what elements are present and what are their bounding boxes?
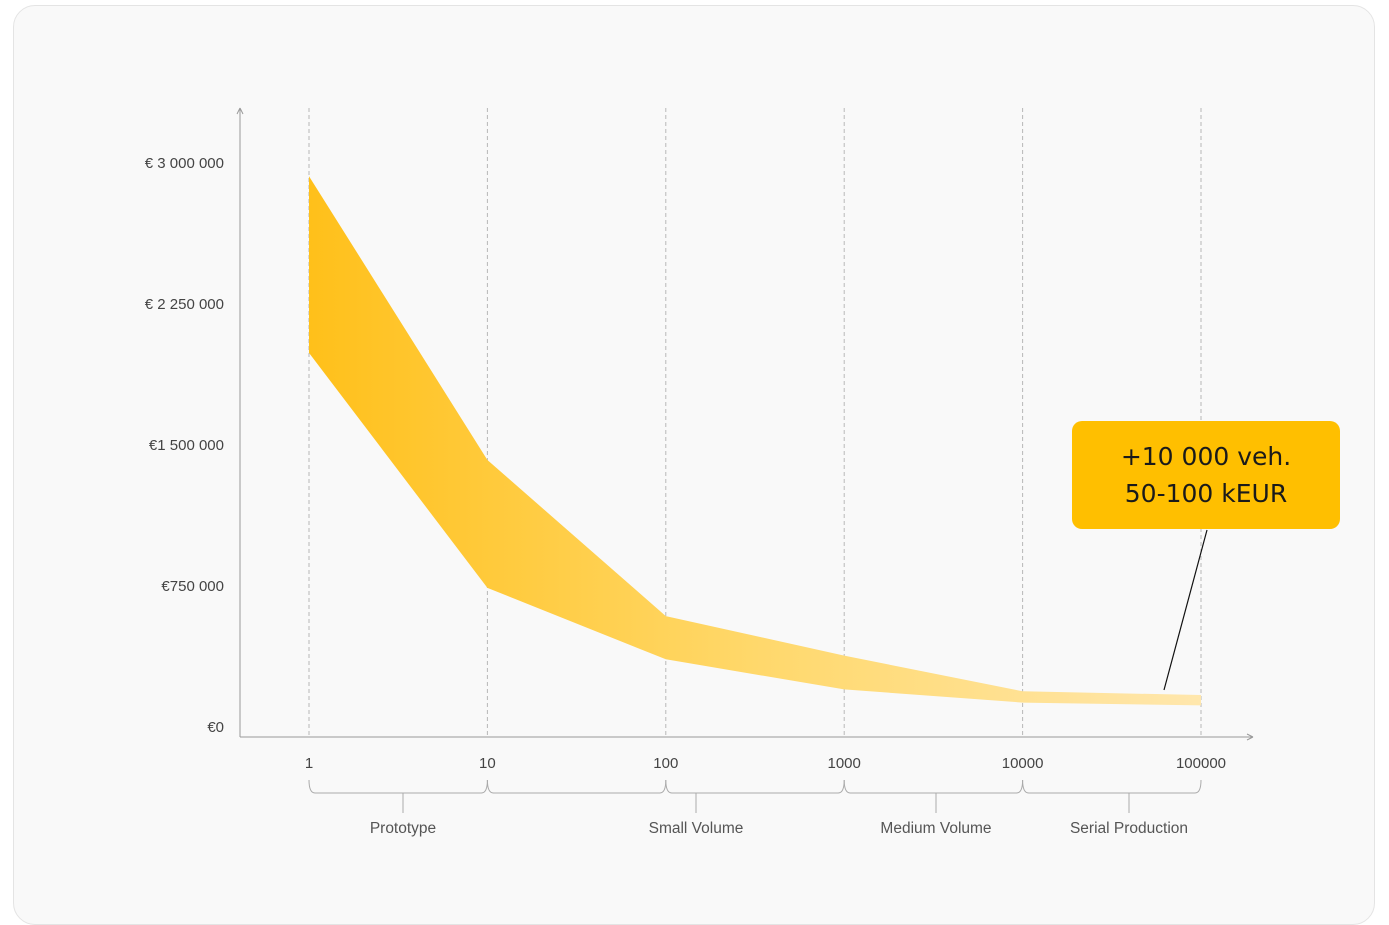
- x-tick-label: 100000: [1176, 755, 1226, 772]
- x-tick-label: 10000: [1002, 755, 1044, 772]
- x-axis-arrow: [1246, 736, 1254, 741]
- x-tick-labels: 1 10 100 1000 10000 100000: [305, 755, 1226, 772]
- phase-bracket: [665, 779, 845, 794]
- x-axis-arrow: [1246, 733, 1254, 738]
- callout-line-2: 50-100 kEUR: [1124, 479, 1288, 508]
- x-tick-label: 1000: [828, 755, 861, 772]
- callout-pointer: [1163, 529, 1208, 691]
- phase-bracket: [308, 779, 488, 794]
- y-tick-label: € 3 000 000: [145, 155, 224, 172]
- cost-range-band: [309, 176, 1201, 706]
- phase-bracket: [1022, 779, 1202, 794]
- phase-label: Serial Production: [1070, 820, 1188, 837]
- y-tick-label: €750 000: [161, 578, 224, 595]
- x-tick-label: 1: [305, 755, 313, 772]
- phase-brackets: Prototype Small Volume Medium Volume Serial…: [308, 779, 1202, 837]
- y-tick-label: €1 500 000: [149, 437, 224, 454]
- phase-label: Prototype: [370, 820, 436, 837]
- y-axis-arrow: [239, 107, 244, 115]
- phase-bracket: [486, 779, 667, 794]
- callout-box: +10 000 veh. 50-100 kEUR: [1072, 421, 1340, 529]
- y-tick-labels: €0 €750 000 €1 500 000 € 2 250 000 € 3 000 0…: [145, 155, 224, 736]
- y-tick-label: € 2 250 000: [145, 296, 224, 313]
- phase-bracket: [843, 779, 1024, 794]
- phase-label: Small Volume: [649, 820, 744, 837]
- x-tick-label: 100: [653, 755, 678, 772]
- callout-line-1: +10 000 veh.: [1120, 442, 1292, 471]
- phase-label: Medium Volume: [880, 820, 991, 837]
- x-tick-label: 10: [479, 755, 496, 772]
- y-axis-arrow: [236, 107, 241, 115]
- y-tick-label: €0: [207, 719, 224, 736]
